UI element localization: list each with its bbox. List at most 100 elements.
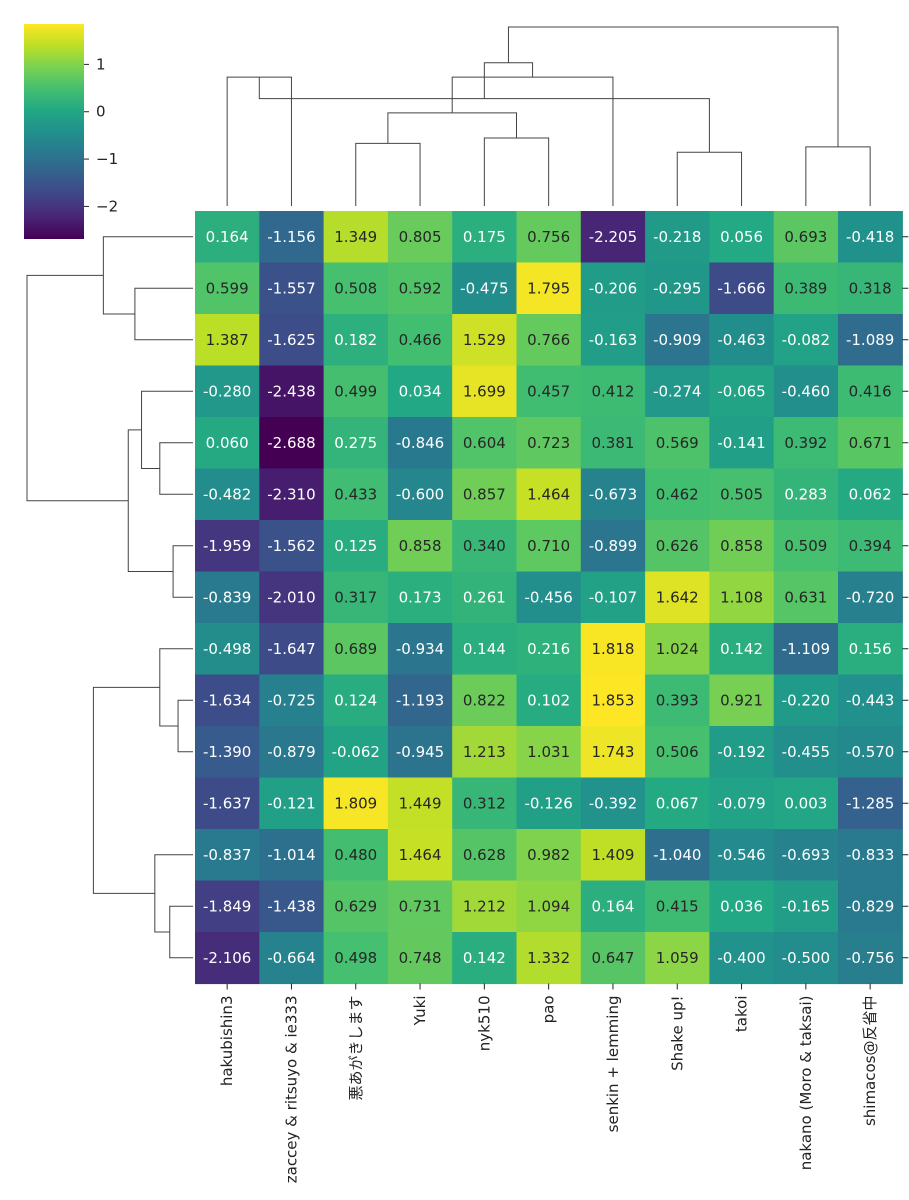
cell-value-label: 0.156 [849, 640, 892, 658]
heatmap-cell [645, 262, 710, 315]
heatmap-cell [645, 314, 710, 367]
cell-value-label: -1.625 [267, 331, 315, 349]
heatmap-cell [323, 932, 389, 985]
column-label: Shake up! [668, 996, 686, 1071]
heatmap-cell [323, 880, 389, 933]
cell-value-label: -0.418 [846, 228, 894, 246]
colorbar-gradient [24, 24, 84, 239]
cell-value-label: -2.010 [267, 588, 315, 606]
heatmap-cell [773, 623, 839, 676]
cell-value-label: 0.034 [399, 382, 442, 400]
dendrogram-link [134, 287, 193, 341]
heatmap-cell [195, 417, 260, 470]
heatmap-cell [452, 880, 518, 933]
heatmap-cell [838, 829, 903, 882]
cell-value-label: -0.600 [396, 485, 444, 503]
heatmap-cell [387, 726, 453, 779]
column-label: takoi [733, 996, 751, 1033]
heatmap-cell [323, 262, 389, 315]
cell-value-label: -0.463 [717, 331, 765, 349]
cell-value-label: 1.818 [591, 640, 634, 658]
cell-value-label: 1.409 [591, 846, 634, 864]
cell-value-label: 0.710 [527, 537, 570, 555]
heatmap-cell [387, 674, 453, 727]
dendrogram-link [127, 429, 174, 572]
cell-value-label: 0.102 [527, 691, 570, 709]
heatmap-cell [323, 571, 389, 624]
heatmap-cell [773, 417, 839, 470]
cell-value-label: 1.809 [334, 794, 377, 812]
cell-value-label: 0.748 [399, 949, 442, 967]
heatmap-cell [838, 417, 903, 470]
heatmap-cell [773, 880, 839, 933]
cell-value-label: -0.165 [782, 897, 830, 915]
heatmap-cell [259, 211, 325, 264]
cell-value-label: 0.858 [399, 537, 442, 555]
heatmap-cell [773, 726, 839, 779]
cell-value-label: 0.592 [399, 279, 442, 297]
heatmap-cell [387, 623, 453, 676]
cell-value-label: 1.699 [463, 382, 506, 400]
heatmap-cell [709, 623, 775, 676]
cell-value-label: 0.416 [849, 382, 892, 400]
cell-value-label: -1.647 [267, 640, 315, 658]
dendrogram-link [26, 274, 129, 502]
cell-value-label: 0.604 [463, 434, 506, 452]
heatmap-cell [452, 262, 518, 315]
heatmap-cell [645, 365, 710, 418]
heatmap-cell [259, 623, 325, 676]
heatmap-cell [452, 726, 518, 779]
cell-value-label: -0.500 [782, 949, 830, 967]
cell-value-label: -0.218 [653, 228, 701, 246]
cell-value-label: 0.056 [720, 228, 763, 246]
heatmap-cell [195, 365, 260, 418]
dendrogram-link [141, 390, 193, 469]
heatmap-cell [452, 571, 518, 624]
dendrogram-link [387, 112, 517, 144]
cell-value-label: 0.283 [784, 485, 827, 503]
heatmap-cell [195, 571, 260, 624]
heatmap-cell [259, 314, 325, 367]
cell-value-label: 0.415 [656, 897, 699, 915]
heatmap-cell [709, 777, 775, 830]
heatmap-cell [645, 829, 710, 882]
heatmap-cell [452, 623, 518, 676]
dendrogram-link [483, 137, 550, 206]
cell-value-label: -1.666 [717, 279, 765, 297]
heatmap-cell [323, 314, 389, 367]
cell-value-label: 0.480 [334, 846, 377, 864]
heatmap-cell [580, 932, 646, 985]
heatmap-cell [773, 468, 839, 521]
cell-value-label: 0.693 [784, 228, 827, 246]
heatmap-cell [580, 417, 646, 470]
heatmap-cell [838, 468, 903, 521]
heatmap-cell [645, 520, 710, 573]
cell-value-label: -0.455 [782, 743, 830, 761]
colorbar-tick-label: −1 [96, 150, 118, 168]
cell-value-label: -0.295 [653, 279, 701, 297]
heatmap-cell [838, 726, 903, 779]
cell-value-label: 0.433 [334, 485, 377, 503]
cell-value-label: 0.766 [527, 331, 570, 349]
heatmap-cell [323, 829, 389, 882]
heatmap-cell [259, 468, 325, 521]
heatmap-cell [516, 417, 582, 470]
cell-value-label: -0.725 [267, 691, 315, 709]
heatmap-cell [323, 674, 389, 727]
heatmap-cell [773, 571, 839, 624]
cell-value-label: 0.144 [463, 640, 506, 658]
heatmap-cell [709, 314, 775, 367]
heatmap-cell [516, 777, 582, 830]
cell-value-label: -1.438 [267, 897, 315, 915]
heatmap-cell [838, 211, 903, 264]
cell-value-label: 0.173 [399, 588, 442, 606]
heatmap-cell [645, 571, 710, 624]
cell-value-label: 0.462 [656, 485, 699, 503]
heatmap-cell [387, 365, 453, 418]
cell-value-label: 1.094 [527, 897, 570, 915]
heatmap-cell [516, 932, 582, 985]
cell-value-label: 0.731 [399, 897, 442, 915]
heatmap-cell [580, 623, 646, 676]
column-label: nyk510 [475, 996, 493, 1052]
cell-value-label: -1.285 [846, 794, 894, 812]
